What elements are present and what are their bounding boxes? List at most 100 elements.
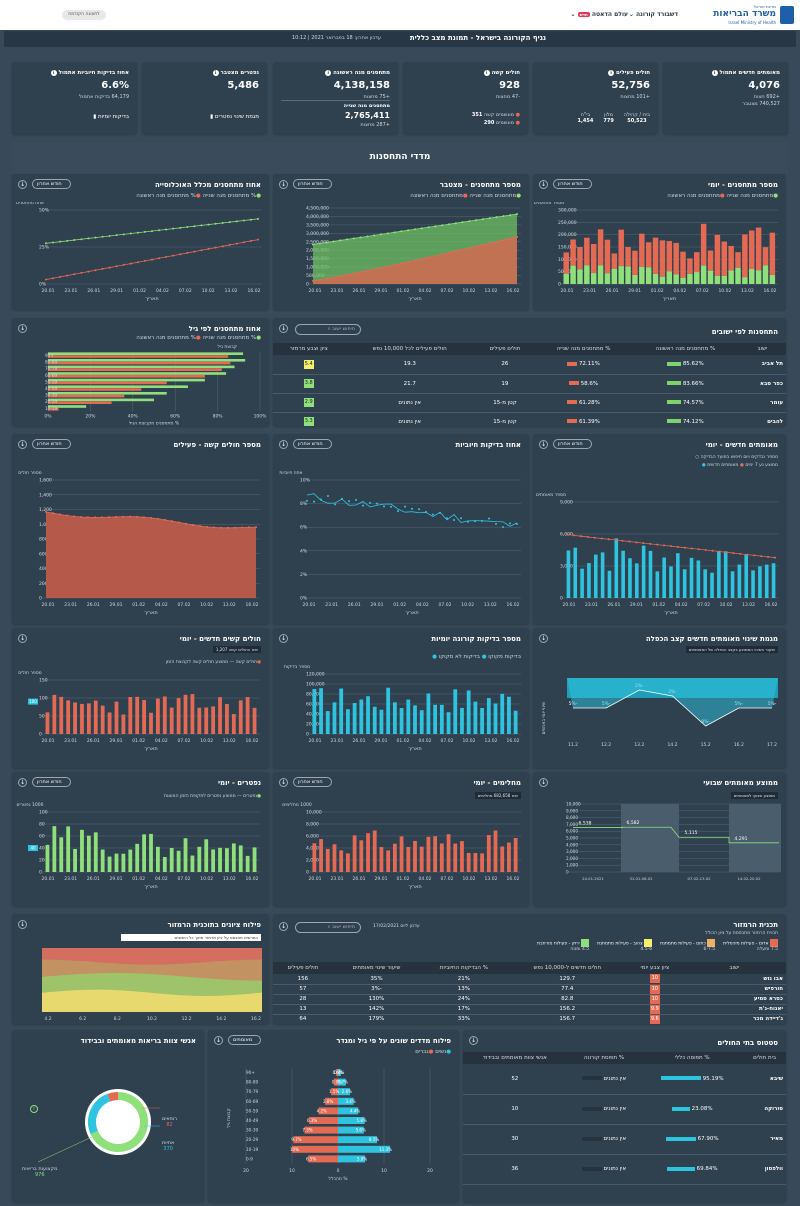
y-tick-label: 800 (39, 537, 48, 543)
period-dropdown[interactable]: חודש אחרון (293, 439, 332, 449)
traffic-table: ישוב ציון צבע יומי חולים חדשים ל-10,000 נפ… (273, 962, 786, 1024)
cell: 13 (273, 1004, 333, 1015)
data-label: 3.4% (345, 1099, 355, 1104)
info-icon[interactable]: i (711, 70, 718, 76)
table-row[interactable]: כסרא סמיע 10 82.8 24% 130% 28 (273, 994, 786, 1005)
period-dropdown[interactable]: חודש אחרון (32, 179, 71, 189)
column-header[interactable]: בית חולים (743, 1052, 786, 1064)
ministry-logo[interactable]: מדינת ישראל משרד הבריאות Israel Ministry… (704, 4, 794, 26)
table-row[interactable]: שיבא 95.19% אין נתונים 52 (463, 1064, 786, 1095)
bar (100, 705, 105, 734)
column-header[interactable]: שיעור שינוי מאומתים (332, 962, 421, 974)
point (760, 555, 763, 558)
column-header[interactable]: ציון צבע יומי (626, 962, 683, 974)
column-header[interactable]: % תפוסה כללי (641, 1052, 744, 1064)
bar (507, 842, 511, 872)
info-icon[interactable]: i (608, 70, 615, 76)
column-header[interactable]: אנשי צוות מאומתים ובבידוד (463, 1052, 567, 1064)
period-dropdown[interactable]: חודש אחרון (293, 777, 332, 787)
point (87, 516, 89, 519)
kpi-link[interactable]: בדיקות יומיות ▮ (93, 114, 129, 120)
download-icon[interactable]: ↓ (539, 778, 548, 787)
y-tick-label: 10,000 (566, 802, 581, 807)
info-icon[interactable]: i (325, 70, 332, 76)
x-tick-label: 20.01 (561, 288, 574, 294)
x-axis-label: % מהכלל (328, 1176, 348, 1182)
table-row[interactable]: עומר 74.57% 61.28% קטן מ-15 אין נתונים 2.9 (273, 393, 786, 413)
column-header[interactable]: חולים פעילים (474, 343, 535, 355)
download-icon[interactable]: ↓ (469, 1036, 478, 1045)
point (481, 520, 483, 523)
column-header[interactable]: % תפוסת קורונה (566, 1052, 642, 1064)
download-icon[interactable]: ↓ (539, 440, 548, 449)
period-dropdown[interactable]: חודש אחרון (553, 179, 592, 189)
x-tick-label: 13.02 (223, 738, 236, 744)
y-tick-label: 40-49 (246, 1118, 259, 1123)
column-header[interactable]: ישוב (738, 343, 786, 355)
download-icon[interactable]: ↓ (214, 1036, 223, 1045)
download-icon[interactable]: ↓ (279, 440, 288, 449)
download-icon[interactable]: ↓ (18, 634, 27, 643)
table-row[interactable]: אבו גוש 10 129.7 21% 35% 156 (273, 974, 786, 985)
download-icon[interactable]: ↓ (279, 324, 288, 333)
column-header[interactable]: חולים חדשים ל-10,000 נפש (507, 962, 627, 974)
column-header[interactable]: חולים פעילים (273, 962, 333, 974)
info-icon[interactable]: i (483, 70, 490, 76)
download-icon[interactable]: ↓ (18, 180, 27, 189)
table-row[interactable]: להבים 74.12% 61.39% קטן מ-15 אין נתונים 3.3 (273, 412, 786, 426)
table-row[interactable]: חורפיש 10 77.4 13% -3% 57 (273, 984, 786, 995)
point (108, 234, 111, 237)
bar-first-dose (666, 241, 673, 272)
y-tick-label: 0 (306, 282, 309, 288)
period-dropdown[interactable]: חודש אחרון (32, 777, 71, 787)
x-tick-label: 13.02 (485, 288, 498, 294)
column-header[interactable]: ציון וצבע מרמזר (273, 343, 345, 355)
download-icon[interactable]: ↓ (279, 634, 288, 643)
point (52, 277, 55, 280)
column-header[interactable]: % הבדיקות החיוביות (420, 962, 508, 974)
download-icon[interactable]: ↓ (539, 634, 548, 643)
info-icon[interactable]: i (50, 70, 57, 76)
period-dropdown[interactable]: חודש אחרון (293, 179, 332, 189)
info-icon[interactable]: i (30, 1105, 38, 1113)
point (690, 547, 693, 550)
table-row[interactable]: מאיר 67.90% אין נתונים 30 (463, 1124, 786, 1155)
table-row[interactable]: ג'דיידה מכר 9.6 156.7 33% 179% 64 (273, 1014, 786, 1024)
column-header[interactable]: ישוב (682, 962, 786, 974)
column-header[interactable]: חולים פעילים לכל 10,000 נפש (344, 343, 475, 355)
table-row[interactable]: סורוקה 23.08% אין נתונים 10 (463, 1094, 786, 1125)
traffic-search-input[interactable]: חיפוש ישוב ⌕ (295, 922, 361, 933)
city-search-input[interactable]: חיפוש ישוב ⌕ (295, 324, 361, 335)
download-icon[interactable]: ↓ (18, 324, 27, 333)
table-row[interactable]: יאנוח-ג'ת 9.9 156.2 17% 142% 13 (273, 1004, 786, 1015)
legacy-view-button[interactable]: לתצוגה הקודמת (62, 10, 106, 20)
download-icon[interactable]: ↓ (539, 180, 548, 189)
ministry-tiny: מדינת ישראל (753, 4, 776, 9)
nav-world[interactable]: עולם הדאטה חדש ⌄ (570, 11, 628, 18)
kpi-link[interactable]: מגמת שינוי נפטרים ▮ (210, 114, 259, 120)
legend-item: אדום - פעילות מינימלית 7.5 ומעלה (723, 939, 778, 952)
info-icon[interactable]: i (212, 70, 219, 76)
x-tick-label: 07.02 (179, 288, 192, 294)
column-header[interactable]: % מתחסנים מנה שנייה (534, 343, 633, 355)
metric-dropdown[interactable]: מאומתים (228, 1035, 262, 1045)
bar-second-dose (755, 270, 762, 284)
download-icon[interactable]: ↓ (279, 778, 288, 787)
period-dropdown[interactable]: חודש אחרון (32, 439, 71, 449)
bar-first-dose (721, 241, 728, 276)
download-icon[interactable]: ↓ (18, 778, 27, 787)
table-row[interactable]: וולפסון 69.84% אין נתונים 36 (463, 1154, 786, 1185)
legend: ●נשים ●גברים (415, 1049, 451, 1055)
period-dropdown[interactable]: חודש אחרון (553, 439, 592, 449)
download-icon[interactable]: ↓ (279, 180, 288, 189)
bar-second-dose (48, 375, 205, 378)
download-icon[interactable]: ↓ (279, 922, 288, 931)
table-row[interactable]: תל אביב 85.62% 72.11% 26 19.3 5.4 (273, 355, 786, 375)
download-icon[interactable]: ↓ (18, 440, 27, 449)
bar-first-dose (563, 252, 569, 274)
nav-dashboard[interactable]: דשבורד קורונה ⌄ (629, 11, 678, 18)
download-icon[interactable]: ↓ (18, 920, 27, 929)
table-row[interactable]: כפר סבא 83.66% 58.6% 19 21.7 3.8 (273, 374, 786, 394)
last-updated: עדכון אחרון: 18 בפברואר 2021 | 10:12 (291, 35, 381, 41)
column-header[interactable]: % מתחסנים מנה ראשונה (632, 343, 739, 355)
